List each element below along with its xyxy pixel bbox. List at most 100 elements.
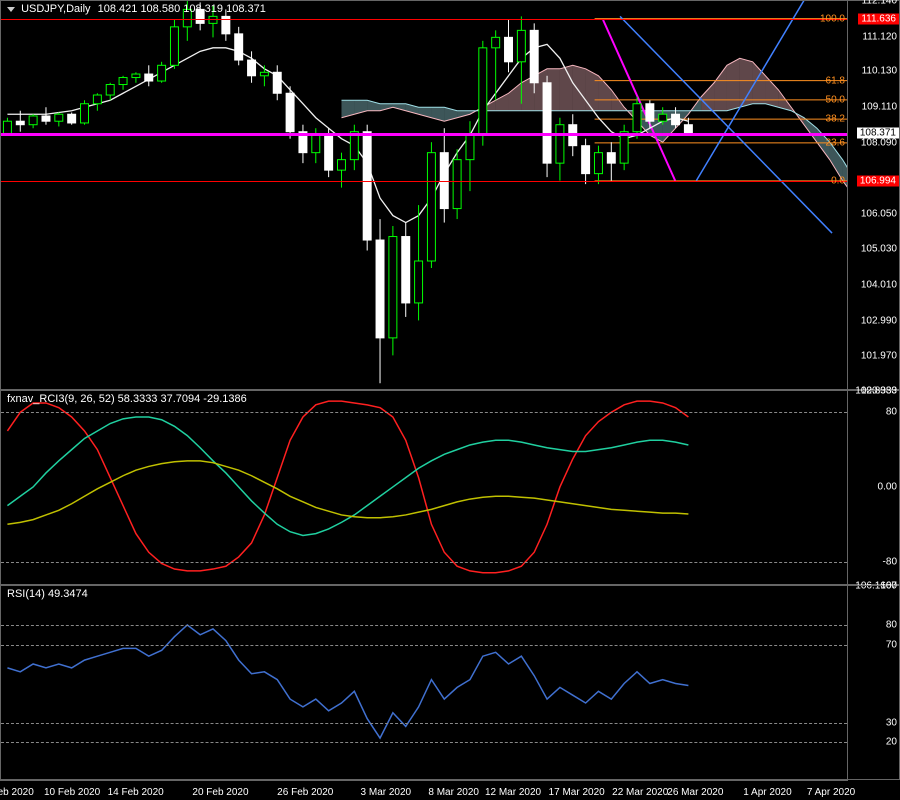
x-tick: 26 Feb 2020 bbox=[277, 787, 333, 798]
chart-container: USDJPY,Daily 108.421 108.580 108.319 108… bbox=[0, 0, 900, 800]
candle[interactable] bbox=[81, 100, 89, 124]
ref-line bbox=[1, 723, 847, 724]
candle[interactable] bbox=[93, 93, 101, 110]
x-tick: 22 Mar 2020 bbox=[612, 787, 668, 798]
y-tick: 110.130 bbox=[862, 66, 897, 77]
candle[interactable] bbox=[350, 125, 358, 170]
candle[interactable] bbox=[132, 72, 140, 82]
y-tick: 104.010 bbox=[861, 280, 897, 291]
price-tag: 106.994 bbox=[857, 175, 899, 186]
main-price-panel[interactable]: USDJPY,Daily 108.421 108.580 108.319 108… bbox=[0, 0, 900, 390]
ref-line bbox=[1, 562, 847, 563]
horizontal-line[interactable] bbox=[1, 19, 847, 20]
candle[interactable] bbox=[415, 205, 423, 320]
x-tick: 20 Feb 2020 bbox=[192, 787, 248, 798]
candle[interactable] bbox=[68, 112, 76, 124]
candle[interactable] bbox=[260, 65, 268, 86]
ohlc-label: 108.421 108.580 108.319 108.371 bbox=[98, 3, 266, 15]
fib-label: 38.2 bbox=[826, 114, 845, 125]
rsi-plot-area[interactable] bbox=[1, 586, 847, 779]
candle[interactable] bbox=[620, 125, 628, 170]
rsi-y-axis: 20307080100 bbox=[847, 586, 899, 779]
rci-title: fxnav_RCI3(9, 26, 52) 58.3333 37.7094 -2… bbox=[7, 393, 247, 405]
candle[interactable] bbox=[158, 62, 166, 83]
y-tick: 80 bbox=[886, 407, 897, 418]
candle[interactable] bbox=[145, 65, 153, 86]
candle[interactable] bbox=[42, 107, 50, 124]
candle[interactable] bbox=[170, 20, 178, 69]
candle[interactable] bbox=[363, 125, 371, 251]
candle[interactable] bbox=[299, 125, 307, 163]
ref-line bbox=[1, 625, 847, 626]
main-plot-area[interactable]: 100.061.850.038.223.60.0 bbox=[1, 1, 847, 389]
candle[interactable] bbox=[338, 153, 346, 188]
candle[interactable] bbox=[376, 219, 384, 383]
candle[interactable] bbox=[582, 139, 590, 184]
x-tick: 10 Feb 2020 bbox=[44, 787, 100, 798]
candle[interactable] bbox=[543, 76, 551, 177]
ichimoku-cloud-segment bbox=[393, 104, 406, 111]
main-title: USDJPY,Daily 108.421 108.580 108.319 108… bbox=[7, 3, 266, 15]
x-tick: 14 Feb 2020 bbox=[108, 787, 164, 798]
ichimoku-cloud-segment bbox=[496, 93, 509, 110]
main-y-axis: 100.980101.970102.990104.010105.030106.0… bbox=[847, 1, 899, 389]
y-tick: 105.030 bbox=[861, 244, 897, 255]
y-tick: -80 bbox=[883, 556, 897, 567]
rci-y-axis: -8080-106.16670.00102.8333 bbox=[847, 391, 899, 584]
y-tick: 101.970 bbox=[861, 351, 897, 362]
ichimoku-cloud-segment bbox=[714, 65, 727, 110]
ichimoku-cloud-segment bbox=[560, 65, 573, 110]
candle[interactable] bbox=[273, 65, 281, 100]
y-tick: 20 bbox=[886, 737, 897, 748]
horizontal-line[interactable] bbox=[1, 133, 847, 136]
candle[interactable] bbox=[106, 83, 114, 100]
y-tick: 30 bbox=[886, 717, 897, 728]
x-tick: 17 Mar 2020 bbox=[549, 787, 605, 798]
candle[interactable] bbox=[427, 142, 435, 268]
dropdown-icon bbox=[7, 7, 15, 12]
candle[interactable] bbox=[389, 226, 397, 355]
x-tick: 1 Apr 2020 bbox=[743, 787, 791, 798]
candle[interactable] bbox=[55, 112, 63, 126]
candle[interactable] bbox=[119, 76, 127, 90]
y-tick: 70 bbox=[886, 639, 897, 650]
candle[interactable] bbox=[530, 23, 538, 93]
candle[interactable] bbox=[29, 114, 37, 128]
fib-label: 61.8 bbox=[826, 75, 845, 86]
candle[interactable] bbox=[594, 146, 602, 184]
candle[interactable] bbox=[453, 149, 461, 219]
x-tick: 7 Apr 2020 bbox=[807, 787, 855, 798]
rsi-panel[interactable]: RSI(14) 49.3474 20307080100 bbox=[0, 585, 900, 780]
rsi-line bbox=[7, 625, 688, 738]
y-tick: 111.120 bbox=[862, 31, 897, 42]
candle[interactable] bbox=[235, 27, 243, 65]
rci-line bbox=[7, 461, 688, 524]
y-tick: 108.090 bbox=[861, 137, 897, 148]
x-tick: 26 Mar 2020 bbox=[667, 787, 723, 798]
ichimoku-cloud-segment bbox=[573, 65, 586, 110]
horizontal-line[interactable] bbox=[1, 181, 847, 182]
rci-plot-area[interactable] bbox=[1, 391, 847, 584]
candle[interactable] bbox=[505, 20, 513, 72]
candle[interactable] bbox=[248, 51, 256, 82]
symbol-label: USDJPY,Daily bbox=[21, 3, 91, 15]
current-price-tag: 108.371 bbox=[857, 127, 899, 138]
x-tick: 4 Feb 2020 bbox=[0, 787, 34, 798]
rci-line bbox=[7, 401, 688, 573]
candle[interactable] bbox=[556, 118, 564, 181]
y-tick: 102.8333 bbox=[855, 386, 897, 397]
y-tick: 100 bbox=[880, 581, 897, 592]
y-tick: 102.990 bbox=[861, 315, 897, 326]
ref-line bbox=[1, 742, 847, 743]
rci-panel[interactable]: fxnav_RCI3(9, 26, 52) 58.3333 37.7094 -2… bbox=[0, 390, 900, 585]
ichimoku-cloud-segment bbox=[457, 111, 470, 118]
candle[interactable] bbox=[402, 223, 410, 317]
fib-label: 100.0 bbox=[820, 13, 845, 24]
candle[interactable] bbox=[440, 128, 448, 222]
y-tick: 109.110 bbox=[862, 101, 897, 112]
candle[interactable] bbox=[479, 41, 487, 146]
x-axis: 4 Feb 2020 10 Feb 2020 14 Feb 2020 20 Feb 2… bbox=[0, 780, 848, 800]
ichimoku-cloud-segment bbox=[509, 83, 522, 111]
candle[interactable] bbox=[607, 142, 615, 180]
candle[interactable] bbox=[286, 86, 294, 138]
